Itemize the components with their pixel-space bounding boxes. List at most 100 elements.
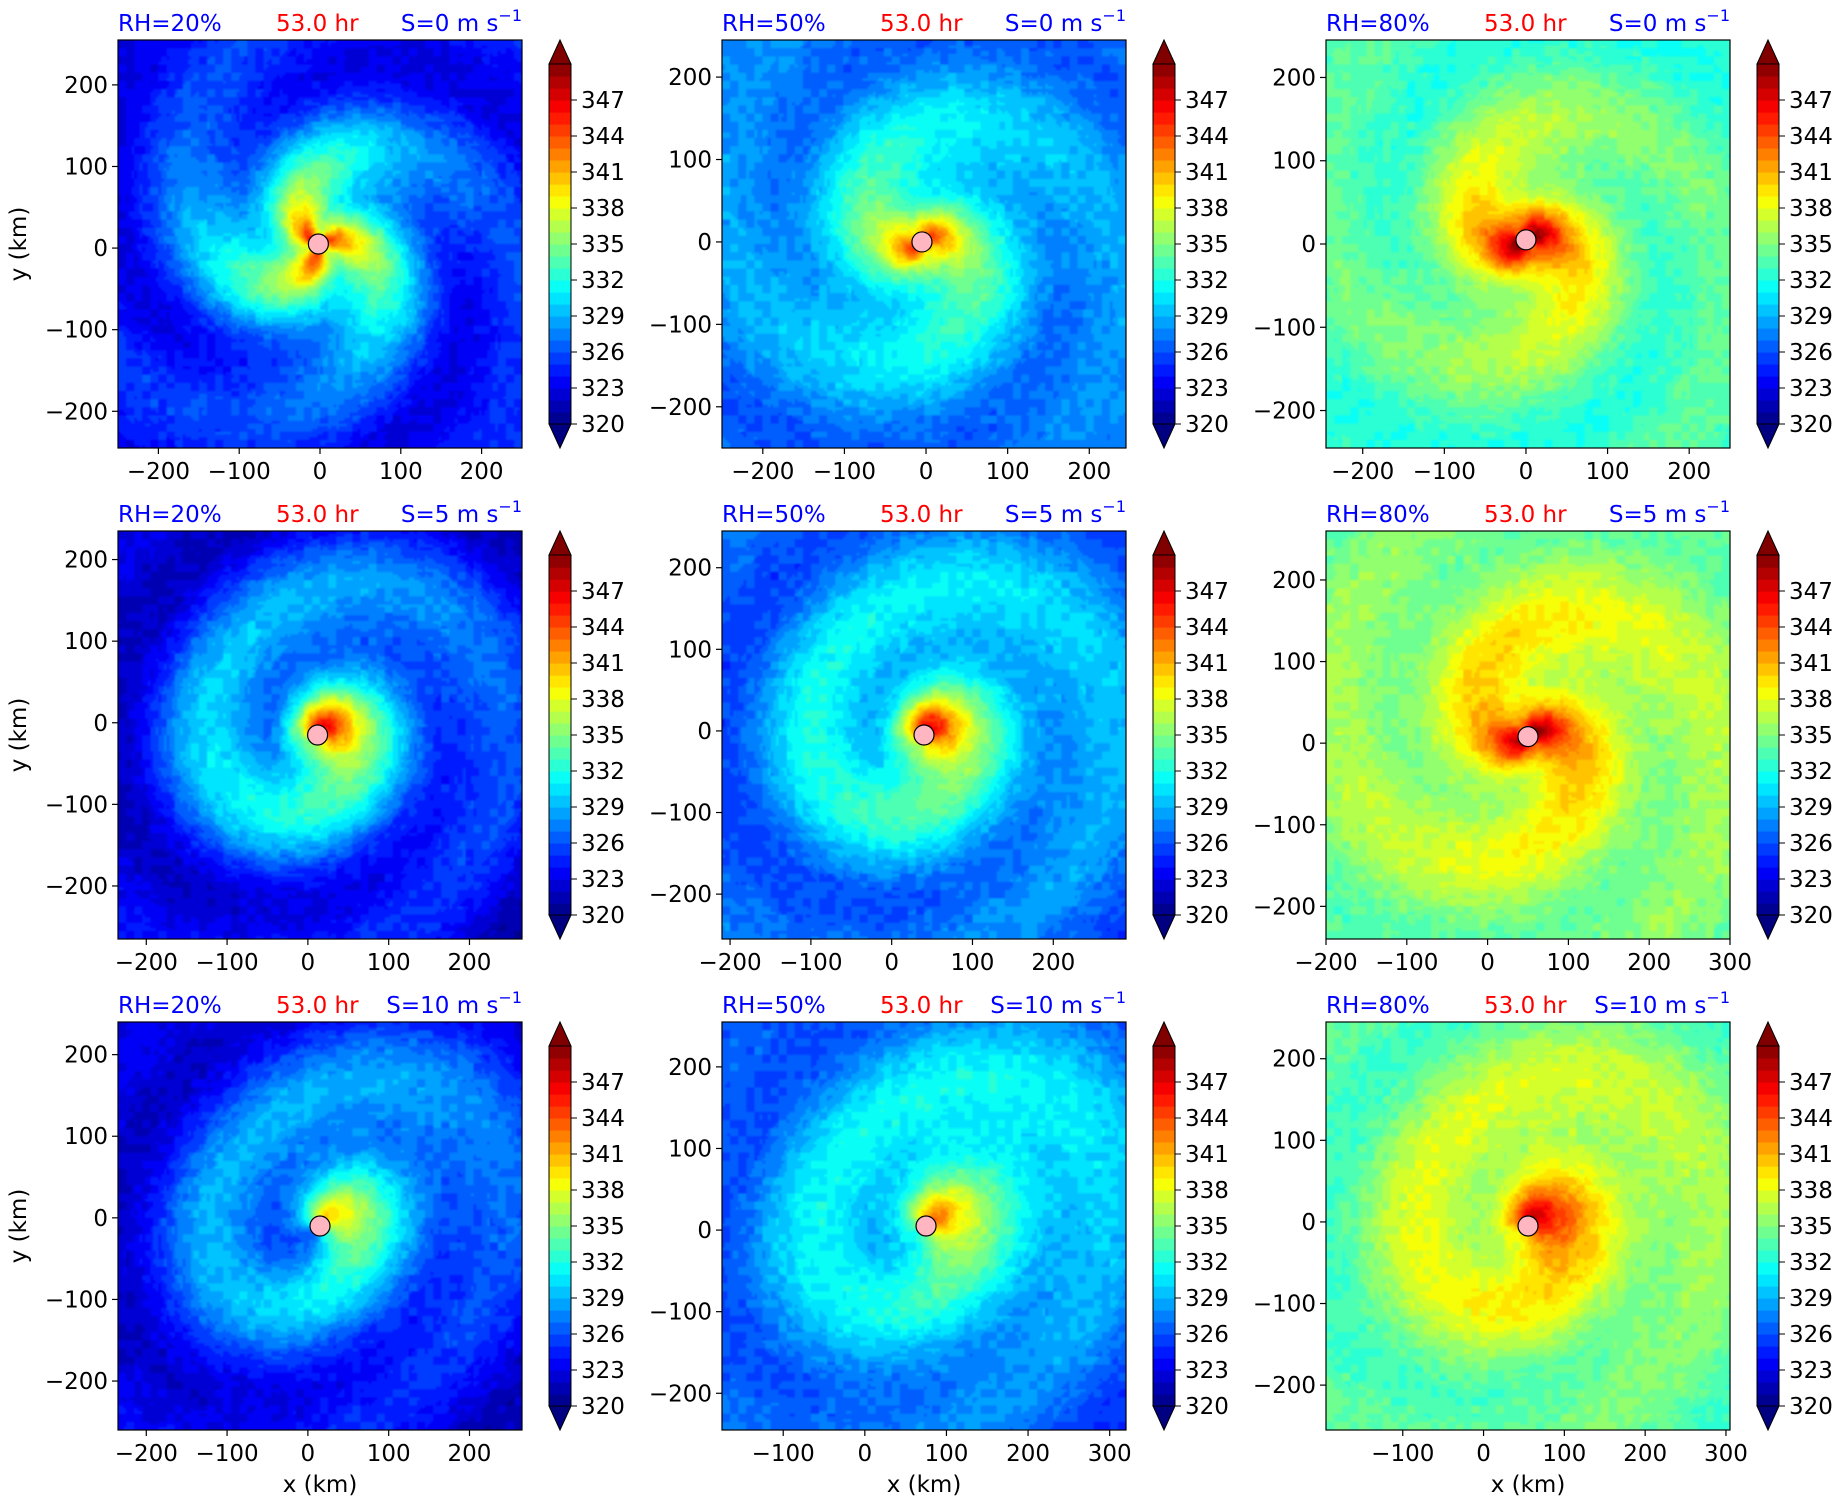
colorbar-level [549, 172, 571, 185]
colorbar-tick-label: 329 [1185, 795, 1229, 821]
y-tick-label: −100 [1253, 813, 1316, 839]
colorbar-level [1153, 148, 1175, 161]
colorbar-level [1757, 795, 1779, 808]
colorbar-tick-label: 332 [1185, 268, 1229, 294]
colorbar-level [1153, 196, 1175, 209]
colorbar-level [1153, 1178, 1175, 1191]
colorbar-tick-label: 323 [1185, 1358, 1229, 1384]
colorbar-level [1757, 172, 1779, 185]
colorbar-level [1153, 1382, 1175, 1395]
colorbar-level [549, 867, 571, 880]
x-tick-label: −200 [1331, 459, 1394, 485]
x-tick-label: 200 [1006, 1441, 1050, 1467]
y-tick-label: 100 [64, 1124, 108, 1150]
colorbar-tick-label: 326 [581, 831, 625, 857]
colorbar-level [549, 1322, 571, 1335]
colorbar-level [1757, 1394, 1779, 1407]
x-tick-label: 100 [1586, 459, 1630, 485]
colorbar-level [549, 627, 571, 640]
colorbar-level [549, 184, 571, 197]
colorbar-level [1153, 160, 1175, 173]
colorbar-level [1757, 208, 1779, 221]
colorbar-level [1153, 819, 1175, 832]
colorbar-level [1153, 1106, 1175, 1119]
colorbar-tick-label: 326 [581, 1322, 625, 1348]
panel-1-1: −200 −100 0 100 200 −200 −100 0 100 200 RH=20% 53.0… [6, 6, 625, 485]
y-tick-label: 200 [1272, 65, 1316, 91]
colorbar-tick-label: 344 [1185, 124, 1229, 150]
y-tick-label: −100 [649, 1300, 712, 1326]
colorbar-level [1757, 1118, 1779, 1131]
y-tick-label: −200 [649, 395, 712, 421]
time-label: 53.0 hr [1484, 993, 1567, 1019]
colorbar-level [1153, 687, 1175, 700]
y-tick-label: 100 [1272, 149, 1316, 175]
colorbar-tick-label: 347 [1185, 88, 1229, 114]
colorbar-level [1757, 220, 1779, 233]
y-tick-label: −200 [45, 874, 108, 900]
y-tick-label: 200 [668, 556, 712, 582]
colorbar-level [1153, 244, 1175, 257]
x-tick-label: −100 [1375, 950, 1438, 976]
colorbar-level [549, 1178, 571, 1191]
colorbar: 320 323 326 329 332 335 338 341 344 347 [548, 529, 625, 941]
colorbar-level [1153, 352, 1175, 365]
colorbar-level [1153, 1250, 1175, 1263]
y-tick-label: 200 [64, 73, 108, 99]
colorbar-level [1153, 711, 1175, 724]
colorbar-level [1757, 1046, 1779, 1059]
colorbar-level [1153, 256, 1175, 269]
x-tick-label: 200 [1667, 459, 1711, 485]
colorbar-level [1153, 1058, 1175, 1071]
colorbar-level [1757, 1310, 1779, 1323]
colorbar-tick-label: 344 [1789, 615, 1833, 641]
colorbar-level [1757, 64, 1779, 77]
x-tick-label: −200 [698, 950, 761, 976]
x-tick-label: −100 [813, 459, 876, 485]
colorbar-tick-label: 347 [581, 579, 625, 605]
colorbar-level [1757, 100, 1779, 113]
rh-label: RH=80% [1326, 11, 1430, 37]
colorbar: 320 323 326 329 332 335 338 341 344 347 [548, 38, 625, 450]
colorbar-tick-label: 338 [581, 196, 625, 222]
storm-center-marker [911, 231, 933, 253]
y-axis-label: y (km) [6, 698, 32, 773]
storm-center-marker [306, 724, 329, 746]
colorbar-tick-label: 335 [581, 723, 625, 749]
colorbar-level [1757, 855, 1779, 868]
colorbar-level [1757, 148, 1779, 161]
x-tick-label: −200 [731, 459, 794, 485]
colorbar-level [1153, 1286, 1175, 1299]
x-tick-label: −200 [115, 950, 178, 976]
colorbar-level [549, 292, 571, 305]
colorbar-level [1153, 388, 1175, 401]
colorbar: 320 323 326 329 332 335 338 341 344 347 [548, 1020, 625, 1432]
colorbar-tick-label: 335 [581, 232, 625, 258]
colorbar-level [549, 256, 571, 269]
colorbar-level [549, 1094, 571, 1107]
colorbar-level [549, 783, 571, 796]
colorbar-tick-label: 320 [1789, 1394, 1833, 1420]
rh-label: RH=50% [722, 11, 826, 37]
shear-label: S=0 m s−1 [1005, 6, 1126, 37]
colorbar-level [1153, 879, 1175, 892]
colorbar-tick-label: 323 [581, 376, 625, 402]
colorbar-tick-label: 320 [1789, 903, 1833, 929]
colorbar-level [1757, 412, 1779, 425]
colorbar-level [1153, 1094, 1175, 1107]
colorbar-level [1757, 807, 1779, 820]
colorbar-level [549, 1082, 571, 1095]
colorbar-tick-label: 341 [1789, 160, 1833, 186]
x-tick-label: 200 [448, 1441, 492, 1467]
colorbar-tick-label: 320 [1185, 903, 1229, 929]
colorbar-tick-label: 344 [581, 615, 625, 641]
time-label: 53.0 hr [880, 502, 963, 528]
colorbar-level [549, 1358, 571, 1371]
colorbar-level [1153, 328, 1175, 341]
x-tick-label: −100 [779, 950, 842, 976]
colorbar-level [549, 759, 571, 772]
colorbar-tick-label: 344 [1185, 615, 1229, 641]
colorbar: 320 323 326 329 332 335 338 341 344 347 [1152, 38, 1229, 450]
colorbar-level [1757, 340, 1779, 353]
x-tick-label: −100 [208, 459, 271, 485]
